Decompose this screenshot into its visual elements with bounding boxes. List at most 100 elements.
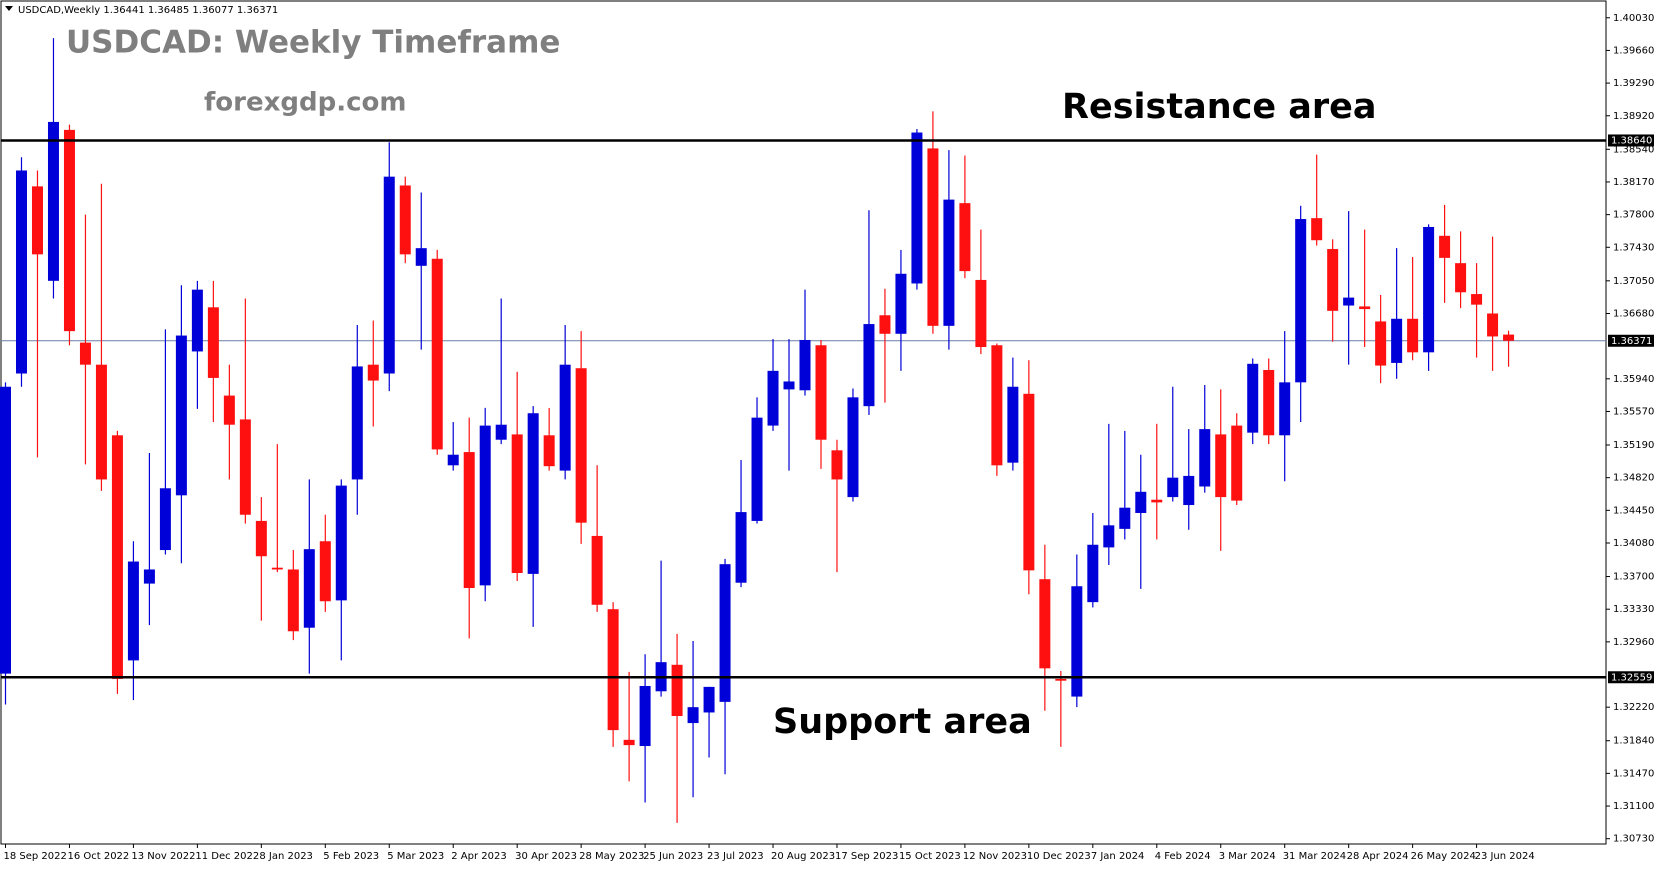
candle-body bbox=[719, 564, 731, 702]
candle-body bbox=[1311, 218, 1323, 241]
candle-body bbox=[1343, 297, 1355, 306]
candle-body bbox=[1439, 235, 1451, 258]
candle-body bbox=[239, 419, 251, 515]
candle-body bbox=[991, 345, 1003, 466]
candle-body bbox=[847, 397, 859, 498]
x-tick-label: 11 Dec 2022 bbox=[195, 851, 259, 862]
candle-body bbox=[959, 203, 971, 272]
candle-body bbox=[1487, 313, 1499, 337]
x-tick-label: 18 Sep 2022 bbox=[4, 851, 67, 862]
level-marker bbox=[1608, 671, 1654, 684]
y-tick-label: 1.34450 bbox=[1613, 505, 1654, 516]
candle-body bbox=[495, 424, 507, 440]
y-tick-label: 1.33700 bbox=[1613, 572, 1654, 583]
y-tick-label: 1.31470 bbox=[1613, 768, 1654, 779]
candle-body bbox=[1151, 499, 1163, 503]
y-tick-label: 1.37050 bbox=[1613, 276, 1654, 287]
x-tick-label: 10 Dec 2023 bbox=[1027, 851, 1091, 862]
candle-body bbox=[63, 129, 75, 332]
candle-body bbox=[1183, 475, 1195, 506]
candle-body bbox=[1359, 306, 1371, 310]
candle-body bbox=[1407, 318, 1419, 353]
y-tick-label: 1.38540 bbox=[1613, 144, 1654, 155]
x-tick-label: 7 Jan 2024 bbox=[1091, 851, 1145, 862]
candle-body bbox=[1215, 434, 1227, 498]
last-price-marker bbox=[1608, 334, 1654, 347]
x-tick-label: 31 Mar 2024 bbox=[1283, 851, 1346, 862]
candle-body bbox=[815, 345, 827, 440]
candle-body bbox=[95, 364, 107, 480]
y-tick-label: 1.37800 bbox=[1613, 210, 1654, 221]
candle-body bbox=[751, 417, 763, 521]
candle-body bbox=[1055, 678, 1067, 681]
y-tick-label: 1.35570 bbox=[1613, 406, 1654, 417]
candle-body bbox=[431, 258, 443, 450]
candle-body bbox=[799, 339, 811, 391]
x-tick-label: 4 Feb 2024 bbox=[1155, 851, 1211, 862]
candle-body bbox=[591, 535, 603, 605]
candle-body bbox=[31, 186, 43, 255]
candle-body bbox=[47, 121, 59, 281]
candle-body bbox=[191, 289, 203, 352]
candle-body bbox=[79, 342, 91, 365]
y-tick-label: 1.34820 bbox=[1613, 473, 1654, 484]
candle-body bbox=[607, 609, 619, 731]
candle-body bbox=[1423, 226, 1435, 353]
candle-body bbox=[1199, 429, 1211, 487]
candle-body bbox=[335, 485, 347, 601]
candle-body bbox=[687, 707, 699, 724]
candle-body bbox=[0, 386, 11, 674]
candle-body bbox=[943, 199, 955, 326]
candle-body bbox=[1279, 382, 1291, 436]
candle-body bbox=[319, 541, 331, 602]
last-price-label: 1.36371 bbox=[1611, 336, 1652, 347]
y-tick-label: 1.31840 bbox=[1613, 736, 1654, 747]
candle-body bbox=[367, 364, 379, 381]
x-tick-label: 28 Apr 2024 bbox=[1347, 851, 1409, 862]
candle-body bbox=[1327, 249, 1339, 311]
y-tick-label: 1.39290 bbox=[1613, 78, 1654, 89]
x-tick-label: 16 Oct 2022 bbox=[67, 851, 129, 862]
header-icon bbox=[5, 6, 13, 11]
x-tick-label: 30 Apr 2023 bbox=[515, 851, 577, 862]
x-tick-label: 23 Jul 2023 bbox=[707, 851, 764, 862]
level-marker bbox=[1608, 134, 1654, 147]
candle-body bbox=[351, 366, 363, 480]
candle-body bbox=[1119, 507, 1131, 529]
candle-body bbox=[735, 512, 747, 583]
y-tick-label: 1.38920 bbox=[1613, 111, 1654, 122]
candle-body bbox=[1167, 477, 1179, 498]
y-tick-label: 1.33330 bbox=[1613, 604, 1654, 615]
candle-body bbox=[1023, 393, 1035, 571]
candle-body bbox=[271, 567, 283, 570]
y-tick-label: 1.35940 bbox=[1613, 374, 1654, 385]
candle-body bbox=[1295, 219, 1307, 383]
x-tick-label: 5 Feb 2023 bbox=[323, 851, 379, 862]
candle-body bbox=[559, 364, 571, 471]
candle-body bbox=[383, 176, 395, 374]
candle-body bbox=[1231, 425, 1243, 501]
y-tick-label: 1.35190 bbox=[1613, 440, 1654, 451]
x-tick-label: 12 Nov 2023 bbox=[963, 851, 1027, 862]
candle-body bbox=[1455, 263, 1467, 293]
candle-body bbox=[1263, 369, 1275, 436]
candle-body bbox=[159, 488, 171, 551]
chart-subtitle: forexgdp.com bbox=[204, 88, 406, 118]
marks bbox=[0, 38, 1606, 823]
candle-body bbox=[1135, 491, 1147, 513]
candle-body bbox=[767, 370, 779, 426]
candle-body bbox=[479, 425, 491, 586]
y-tick-label: 1.38170 bbox=[1613, 177, 1654, 188]
x-tick-label: 17 Sep 2023 bbox=[835, 851, 898, 862]
candle-body bbox=[1247, 363, 1259, 433]
candle-body bbox=[255, 520, 267, 557]
x-tick-label: 8 Jan 2023 bbox=[259, 851, 313, 862]
candle-body bbox=[895, 273, 907, 334]
candle-body bbox=[927, 148, 939, 326]
y-tick-label: 1.32960 bbox=[1613, 637, 1654, 648]
candle-body bbox=[175, 335, 187, 496]
candle-body bbox=[287, 569, 299, 632]
candle-body bbox=[15, 170, 27, 374]
candle-body bbox=[703, 686, 715, 713]
